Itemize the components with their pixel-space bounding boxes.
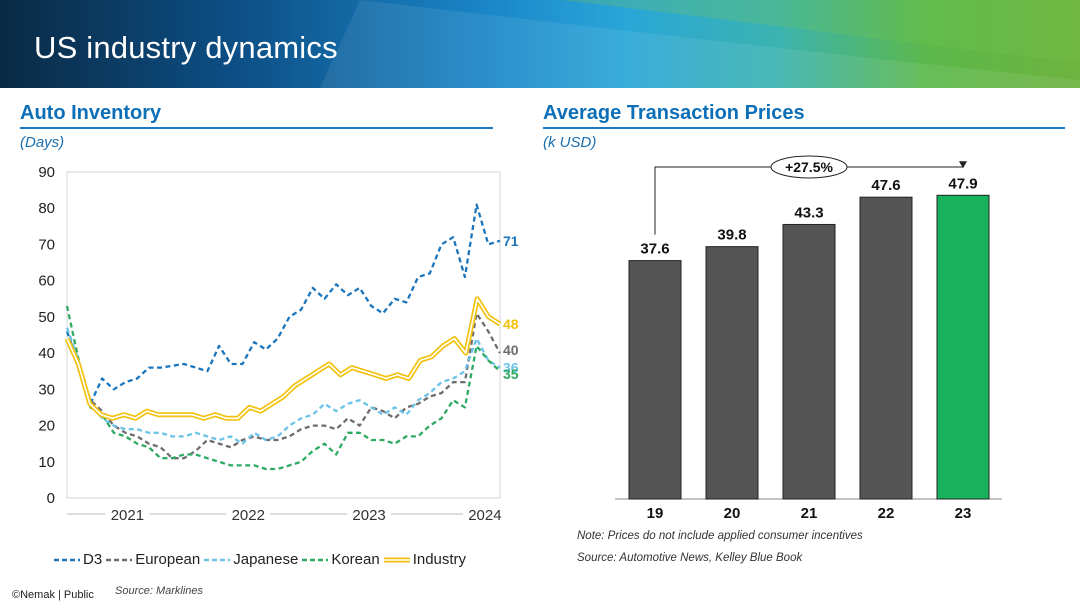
inventory-rule xyxy=(20,127,493,129)
legend-d3: D3 xyxy=(54,551,102,568)
inventory-source: Source: Marklines xyxy=(115,585,204,597)
y-tick-label: 0 xyxy=(47,490,55,507)
legend-industry-label: Industry xyxy=(412,551,467,568)
series-d3-line xyxy=(65,203,501,405)
x-category-label: 21 xyxy=(801,505,818,522)
bar-21 xyxy=(782,223,836,500)
end-label-d3: 71 xyxy=(503,233,519,249)
series-industry-line xyxy=(64,296,502,421)
y-tick-label: 20 xyxy=(38,418,55,435)
x-category-label: 23 xyxy=(955,505,972,522)
legend-european-label: European xyxy=(135,551,201,568)
x-category-label: 20 xyxy=(724,505,741,522)
atp-note: Note: Prices do not include applied cons… xyxy=(577,530,863,542)
x-category-label: 19 xyxy=(647,505,664,522)
page-title: US industry dynamics xyxy=(34,30,338,65)
end-label-korean: 35 xyxy=(503,366,519,382)
legend-japanese-label: Japanese xyxy=(233,551,299,568)
legend-korean: Korean xyxy=(302,551,380,568)
x-tick-label: 2021 xyxy=(111,507,144,524)
series-industry-line-inner xyxy=(66,298,501,420)
growth-label: +27.5% xyxy=(785,159,833,175)
atp-source: Source: Automotive News, Kelley Blue Boo… xyxy=(577,552,803,564)
bar-value-label: 37.6 xyxy=(640,241,669,258)
inventory-line-chart: 0 10 20 30 40 50 60 70 80 90 2021 2022 2023 2024 71 40 3… xyxy=(38,164,519,524)
footer-text: ©Nemak | Public xyxy=(12,589,94,601)
atp-rule xyxy=(543,127,1065,129)
end-label-european: 40 xyxy=(503,342,519,358)
bar-20 xyxy=(705,246,759,500)
atp-bar-chart: 37.6 19 39.8 20 43.3 21 47.6 22 47.9 23 +27.5% xyxy=(615,155,1002,522)
end-label-industry: 48 xyxy=(503,316,519,332)
series-european-line xyxy=(65,312,502,460)
x-tick-label: 2023 xyxy=(352,507,385,524)
plot-area xyxy=(66,171,501,499)
legend-european: European xyxy=(106,551,200,568)
y-tick-label: 10 xyxy=(38,454,55,471)
inventory-legend: D3 European Japanese Korean Industry xyxy=(54,551,470,568)
bar-19 xyxy=(628,260,682,500)
y-tick-label: 40 xyxy=(38,345,55,362)
y-tick-label: 80 xyxy=(38,200,55,217)
y-tick-label: 70 xyxy=(38,236,55,253)
header-banner: US industry dynamics xyxy=(0,0,1080,88)
atp-title: Average Transaction Prices xyxy=(543,102,805,124)
growth-badge xyxy=(770,155,848,179)
bar-22 xyxy=(859,196,913,500)
atp-unit: (k USD) xyxy=(543,134,597,151)
x-tick-label: 2022 xyxy=(232,507,265,524)
inventory-unit: (Days) xyxy=(20,134,65,151)
bar-value-label: 43.3 xyxy=(794,204,823,221)
growth-arrowhead xyxy=(959,161,967,169)
bar-value-label: 47.9 xyxy=(948,175,977,192)
y-tick-label: 60 xyxy=(38,273,55,290)
series-japanese-line xyxy=(65,327,501,445)
end-label-japanese: 36 xyxy=(503,360,519,376)
x-tick-label: 2024 xyxy=(468,507,501,524)
legend-d3-label: D3 xyxy=(83,551,103,568)
bar-value-label: 47.6 xyxy=(871,177,900,194)
inventory-title: Auto Inventory xyxy=(20,102,162,124)
bar-23 xyxy=(936,194,990,500)
bar-value-label: 39.8 xyxy=(717,227,746,244)
header-swoosh xyxy=(320,0,1080,88)
legend-korean-label: Korean xyxy=(331,551,380,568)
series-korean-line xyxy=(65,305,501,471)
y-tick-label: 50 xyxy=(38,309,55,326)
y-tick-label: 90 xyxy=(38,164,55,181)
legend-industry: Industry xyxy=(383,551,467,568)
legend-japanese: Japanese xyxy=(204,551,298,568)
x-category-label: 22 xyxy=(878,505,895,522)
y-tick-label: 30 xyxy=(38,381,55,398)
